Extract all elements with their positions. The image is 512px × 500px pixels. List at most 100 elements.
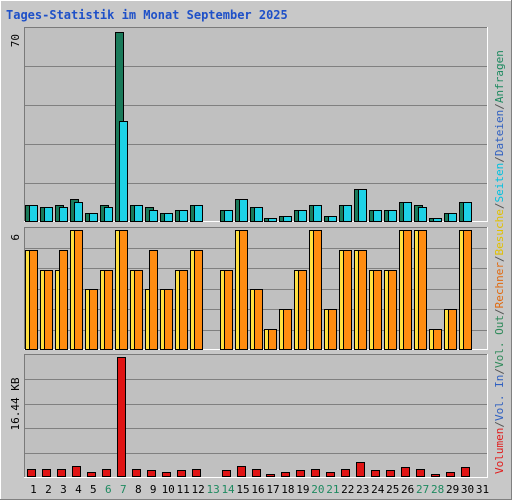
bar-volumen-day-3 [57, 469, 66, 477]
bar-dateien-day-11 [179, 210, 188, 222]
x-tick-label-day-30: 30 [461, 483, 474, 496]
bar-rechner-day-23 [358, 250, 367, 350]
x-tick-label-day-18: 18 [281, 483, 294, 496]
bar-rechner-day-15 [239, 230, 248, 350]
panel-volume [24, 354, 488, 478]
bar-dateien-day-4 [74, 202, 83, 222]
bar-rechner-day-28 [433, 329, 442, 350]
bar-dateien-day-23 [358, 189, 367, 222]
legend-item-vol-out: Vol. Out [493, 315, 506, 368]
legend-item-besuche: Besuche [493, 209, 506, 255]
x-tick-label-day-5: 5 [90, 483, 97, 496]
x-axis-day-labels: 1 2 3 4 5 6 7 8 9 10 11 12 13 14 15 16 17 18 19 20 21 22 23 24 2… [30, 483, 489, 496]
bar-dateien-day-26 [403, 202, 412, 222]
bottom-plot-area [24, 354, 488, 478]
x-tick-label-day-2: 2 [45, 483, 52, 496]
panel-requests [24, 27, 488, 222]
legend-separator: / [493, 421, 506, 428]
x-tick-label-day-25: 25 [386, 483, 399, 496]
bar-volumen-day-30 [461, 467, 470, 477]
bar-volumen-day-1 [27, 469, 36, 477]
bar-rechner-day-7 [119, 230, 128, 350]
bar-volumen-day-25 [386, 470, 395, 477]
bar-dateien-day-14 [224, 210, 233, 222]
bar-dateien-day-16 [254, 207, 263, 222]
bar-volumen-day-8 [132, 469, 141, 477]
bar-dateien-day-21 [328, 216, 337, 222]
bar-rechner-day-21 [328, 309, 337, 350]
bar-dateien-day-10 [164, 213, 173, 222]
bar-volumen-day-19 [296, 470, 305, 477]
bar-dateien-day-15 [239, 199, 248, 222]
bar-volumen-day-7 [117, 357, 126, 477]
bar-rechner-day-4 [74, 230, 83, 350]
x-tick-label-day-13: 13 [206, 483, 219, 496]
bar-rechner-day-19 [298, 270, 307, 350]
bar-volumen-day-6 [102, 469, 111, 477]
x-tick-label-day-28: 28 [431, 483, 444, 496]
bar-rechner-day-2 [44, 270, 53, 350]
x-tick-label-day-31: 31 [476, 483, 489, 496]
bar-volumen-day-22 [341, 469, 350, 477]
legend-separator: / [493, 255, 506, 262]
legend-item-volumen: Volumen [493, 428, 506, 474]
top-plot-area [24, 27, 488, 222]
bar-rechner-day-26 [403, 230, 412, 350]
bar-dateien-day-1 [29, 205, 38, 222]
bar-rechner-day-16 [254, 289, 263, 350]
bar-rechner-day-22 [343, 250, 352, 350]
bar-rechner-day-10 [164, 289, 173, 350]
x-tick-label-day-21: 21 [326, 483, 339, 496]
bar-rechner-day-27 [418, 230, 427, 350]
bar-volumen-day-26 [401, 467, 410, 477]
bar-dateien-day-6 [104, 207, 113, 222]
bar-rechner-day-6 [104, 270, 113, 350]
bar-rechner-day-1 [29, 250, 38, 350]
bar-dateien-day-2 [44, 207, 53, 222]
bar-volumen-day-14 [222, 470, 231, 477]
bar-rechner-day-3 [59, 250, 68, 350]
bar-volumen-day-21 [326, 472, 335, 477]
bar-volumen-day-5 [87, 472, 96, 477]
x-tick-label-day-26: 26 [401, 483, 414, 496]
bar-dateien-day-5 [89, 213, 98, 222]
bar-rechner-day-18 [283, 309, 292, 350]
bar-dateien-day-22 [343, 205, 352, 222]
x-tick-label-day-19: 19 [296, 483, 309, 496]
bar-volumen-day-28 [431, 474, 440, 477]
bar-volumen-day-24 [371, 470, 380, 477]
legend-item-anfragen: Anfragen [493, 50, 506, 103]
legend-separator: / [493, 103, 506, 110]
x-tick-label-day-9: 9 [150, 483, 157, 496]
bar-rechner-day-17 [268, 329, 277, 350]
x-tick-label-day-6: 6 [105, 483, 112, 496]
bar-volumen-day-18 [281, 472, 290, 477]
bar-rechner-day-20 [313, 230, 322, 350]
bar-dateien-day-8 [134, 205, 143, 222]
bar-volumen-day-16 [252, 469, 261, 477]
bar-rechner-day-29 [448, 309, 457, 350]
legend-item-seiten: Seiten [493, 163, 506, 203]
bar-dateien-day-28 [433, 218, 442, 222]
bar-volumen-day-10 [162, 472, 171, 477]
bar-volumen-day-11 [177, 470, 186, 477]
bar-rechner-day-14 [224, 270, 233, 350]
legend-separator: / [493, 368, 506, 375]
chart-title: Tages-Statistik im Monat September 2025 [6, 8, 288, 22]
bar-dateien-day-30 [463, 202, 472, 222]
vertical-legend: Volumen/Vol. In/Vol. Out/Rechner/Besuche… [493, 50, 506, 474]
x-tick-label-day-22: 22 [341, 483, 354, 496]
bar-rechner-day-5 [89, 289, 98, 350]
bar-dateien-day-27 [418, 207, 427, 222]
top-y-max-label: 70 [9, 34, 22, 47]
bar-dateien-day-24 [373, 210, 382, 222]
x-tick-label-day-29: 29 [446, 483, 459, 496]
bar-dateien-day-20 [313, 205, 322, 222]
x-tick-label-day-12: 12 [192, 483, 205, 496]
x-tick-label-day-20: 20 [311, 483, 324, 496]
bar-rechner-day-8 [134, 270, 143, 350]
bar-volumen-day-9 [147, 470, 156, 477]
legend-separator: / [493, 308, 506, 315]
x-tick-label-day-11: 11 [177, 483, 190, 496]
